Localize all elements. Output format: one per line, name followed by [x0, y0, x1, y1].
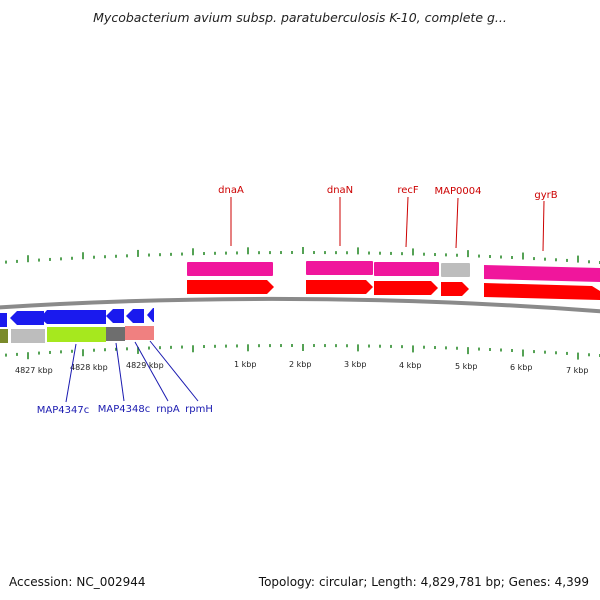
accession-label: Accession: [9, 575, 73, 589]
gene-map4347c[interactable] [40, 310, 106, 324]
cds-map0004[interactable] [441, 263, 470, 277]
leader-line-map4347c [65, 343, 77, 403]
cds-map4348c[interactable] [106, 327, 125, 341]
scale-label: 6 kbp [510, 363, 532, 372]
gene-label-dnan[interactable]: dnaN [327, 185, 353, 196]
scale-labels: 4827 kbp 4828 kbp 4829 kbp 1 kbp 2 kbp 3… [15, 360, 588, 375]
forward-gene-track [187, 280, 600, 300]
gene-dnaa[interactable] [187, 280, 274, 294]
scale-label: 4827 kbp [15, 366, 53, 375]
cds-map4347c[interactable] [47, 327, 106, 342]
leader-line-recf [405, 196, 409, 248]
outer-tick-ring [5, 247, 600, 264]
topology-value: circular; [318, 575, 368, 589]
cds-recf[interactable] [374, 262, 439, 276]
accession-info: Accession: NC_002944 [9, 575, 146, 589]
cds-dnaa[interactable] [187, 262, 273, 276]
gene-dnan[interactable] [306, 280, 373, 294]
gene-label-map0004[interactable]: MAP0004 [435, 186, 482, 197]
scale-label: 4829 kbp [126, 361, 164, 370]
leader-line-rpmh [149, 340, 199, 402]
scale-label: 2 kbp [289, 360, 311, 369]
genes-value: 4,399 [554, 575, 589, 589]
length-label: Length: [371, 575, 417, 589]
cds-gyrb[interactable] [484, 265, 600, 282]
reverse-cds-track [0, 326, 154, 343]
cds-reverse-grey[interactable] [11, 329, 45, 343]
gene-label-recf[interactable]: recF [397, 185, 419, 196]
leader-line-map0004 [455, 197, 459, 249]
cds-rpmh[interactable] [146, 326, 154, 340]
length-value: 4,829,781 bp; [420, 575, 505, 589]
inner-tick-ring [5, 344, 600, 360]
cds-rnpa[interactable] [125, 326, 146, 340]
genome-backbone [0, 296, 600, 314]
gene-label-dnaa[interactable]: dnaA [218, 185, 244, 196]
reverse-gene-track [0, 308, 154, 327]
gene-map0004[interactable] [441, 282, 469, 296]
gene-label-map4348c[interactable]: MAP4348c [98, 404, 150, 415]
gene-label-gyrb[interactable]: gyrB [534, 190, 557, 201]
reverse-gene-labels: MAP4347c MAP4348c rnpA rpmH [37, 340, 213, 416]
leader-line-gyrb [542, 200, 545, 252]
cds-dnan[interactable] [306, 261, 373, 275]
gene-rnpa[interactable] [126, 309, 144, 323]
gene-recf[interactable] [374, 281, 438, 295]
gene-label-rnpa[interactable]: rnpA [156, 404, 180, 415]
forward-cds-track [187, 261, 600, 282]
scale-label: 7 kbp [566, 366, 588, 375]
scale-label: 3 kbp [344, 360, 366, 369]
accession-value: NC_002944 [76, 575, 146, 589]
gene-label-rpmh[interactable]: rpmH [185, 404, 213, 415]
scale-label: 5 kbp [455, 362, 477, 371]
forward-gene-labels: dnaA dnaN recF MAP0004 gyrB [218, 185, 558, 252]
topology-label: Topology: [258, 575, 315, 589]
genes-label: Genes: [508, 575, 551, 589]
gene-rpmh[interactable] [147, 308, 154, 322]
scale-label: 4 kbp [399, 361, 421, 370]
genome-summary: Topology: circular; Length: 4,829,781 bp; … [259, 575, 589, 589]
gene-label-map4347c[interactable]: MAP4347c [37, 405, 89, 416]
map-title: Mycobacterium avium subsp. paratuberculo… [93, 10, 507, 25]
cds-reverse-olive[interactable] [0, 329, 8, 343]
gene-reverse-1[interactable] [10, 311, 44, 325]
leader-line-rnpa [134, 341, 169, 402]
gene-reverse-partial[interactable] [0, 313, 7, 327]
leader-line-map4348c [115, 342, 125, 402]
scale-label: 1 kbp [234, 360, 256, 369]
gene-gyrb[interactable] [484, 283, 600, 300]
scale-label: 4828 kbp [70, 363, 108, 372]
gene-map4348c[interactable] [106, 309, 124, 323]
